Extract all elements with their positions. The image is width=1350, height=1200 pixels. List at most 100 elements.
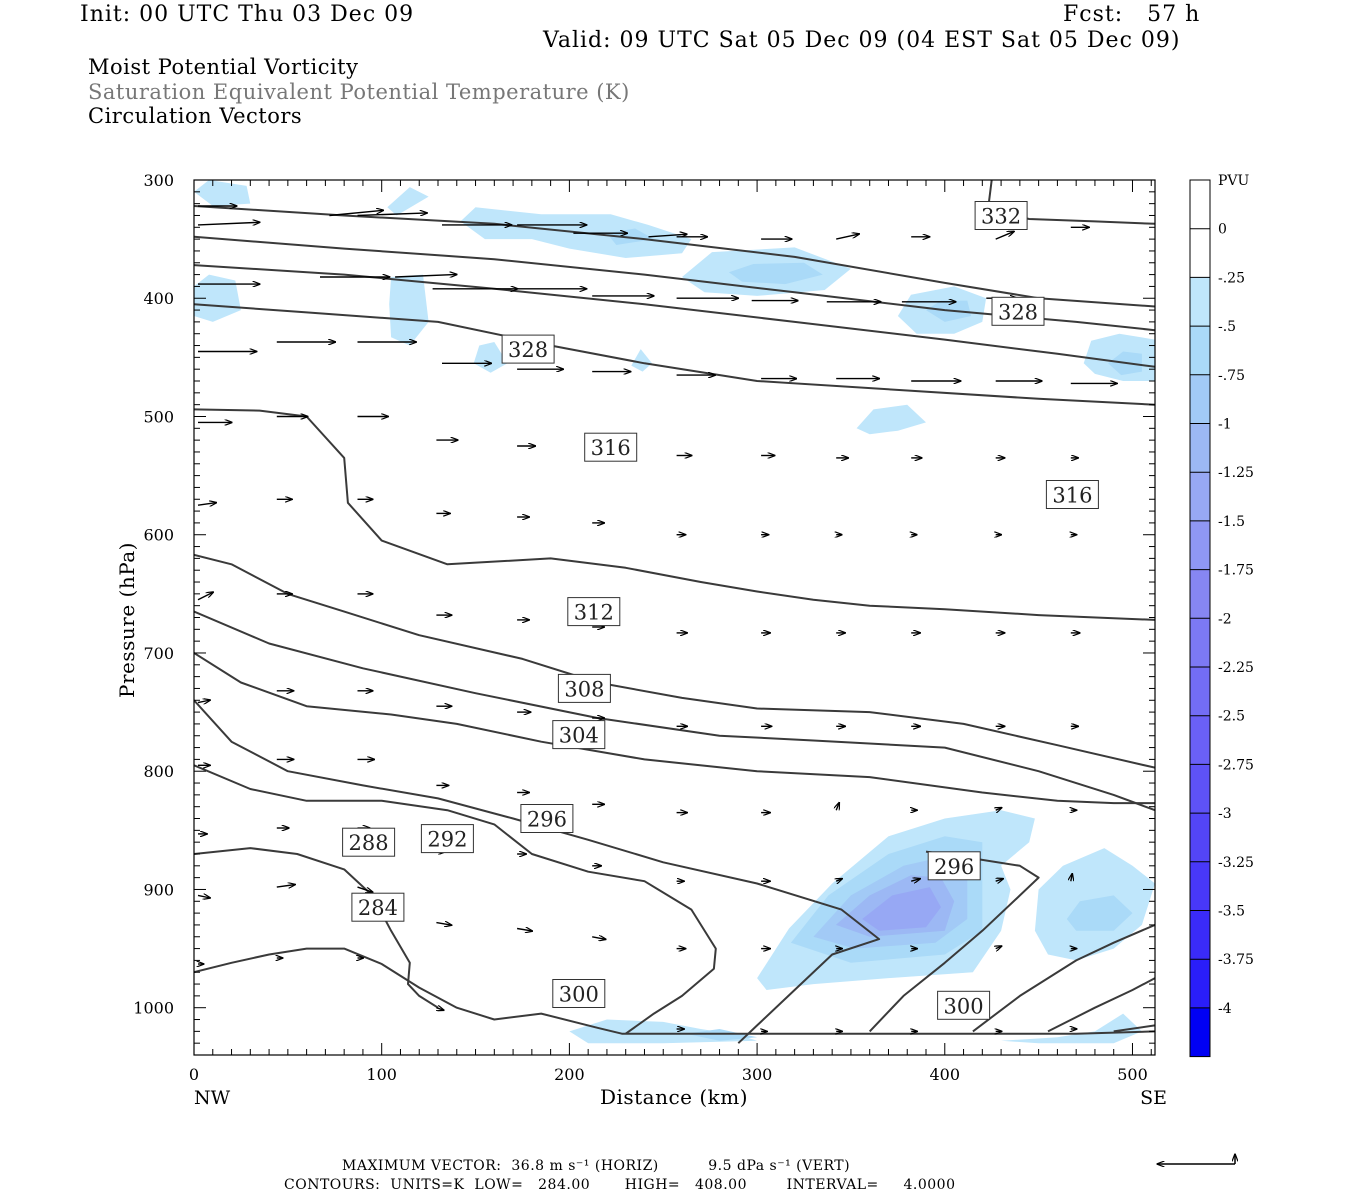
colorbar-swatch (1190, 910, 1210, 960)
contour-label: 312 (574, 601, 614, 625)
colorbar-swatch (1190, 1007, 1210, 1057)
colorbar-swatch (1190, 180, 1210, 229)
colorbar-label: -1.75 (1218, 563, 1254, 579)
x-axis-start-label: NW (194, 1087, 231, 1109)
colorbar-label: -3 (1218, 806, 1232, 822)
y-tick-label: 900 (143, 880, 174, 899)
colorbar-swatch (1190, 277, 1210, 327)
colorbar-swatch (1190, 569, 1210, 619)
circulation-vector (329, 210, 383, 217)
contour-label: 308 (564, 677, 604, 701)
contour-line (1047, 977, 1155, 1033)
pv-region (1066, 895, 1133, 931)
forecast-hour-label: Fcst: 57 h (1063, 2, 1201, 27)
colorbar-swatch (1190, 715, 1210, 765)
colorbar-swatch (1190, 764, 1210, 814)
contour-line (194, 303, 1155, 406)
pv-region (389, 274, 429, 346)
colorbar-label: -3.5 (1218, 904, 1245, 920)
colorbar-swatch (1190, 374, 1210, 424)
contour-label-box (342, 827, 396, 857)
contour-line (194, 610, 1155, 812)
contour-label: 296 (527, 808, 567, 832)
contour-label: 284 (358, 896, 398, 920)
contour-label-box (552, 720, 606, 750)
x-axis-end-label: SE (1140, 1087, 1167, 1109)
colorbar-label: -.5 (1218, 319, 1236, 335)
circulation-vector (648, 234, 688, 237)
contour-label: 328 (508, 338, 548, 362)
field-title-vectors: Circulation Vectors (88, 104, 303, 128)
contour-label: 328 (998, 300, 1038, 324)
contour-line (194, 699, 881, 1044)
pv-region (194, 274, 241, 322)
x-tick-label: 0 (189, 1065, 199, 1084)
contour-label: 296 (934, 855, 974, 879)
colorbar-swatch (1190, 423, 1210, 473)
x-tick-label: 200 (554, 1065, 585, 1084)
contour-line (194, 652, 1155, 805)
y-tick-label: 600 (143, 526, 174, 545)
y-tick-label: 500 (143, 407, 174, 426)
contour-label-box (552, 979, 606, 1008)
contour-label-box (557, 673, 611, 703)
contour-label: 288 (349, 831, 389, 855)
contour-label: 332 (981, 205, 1021, 229)
circulation-vector (836, 879, 842, 882)
colorbar-label: -4 (1218, 1001, 1232, 1017)
circulation-vector (197, 503, 217, 506)
colorbar-label: -3.25 (1218, 855, 1254, 871)
field-title-theta-es: Saturation Equivalent Potential Temperat… (88, 80, 630, 104)
contour-line (868, 850, 1040, 1033)
colorbar-swatch (1190, 472, 1210, 521)
circulation-vector (197, 222, 260, 225)
colorbar-label: -.75 (1218, 368, 1245, 384)
circulation-vector (436, 923, 452, 926)
colorbar-label: -2.75 (1218, 757, 1254, 773)
colorbar-swatch (1190, 618, 1210, 667)
circulation-vector (197, 700, 210, 703)
circulation-vector (516, 929, 533, 932)
y-tick-label: 700 (143, 644, 174, 663)
contour-label: 292 (427, 828, 467, 852)
circulation-vector (996, 946, 1002, 949)
colorbar-title: PVU (1218, 173, 1250, 189)
contour-line (194, 235, 1155, 332)
contour-label-box (520, 804, 574, 833)
contour-label-box (584, 432, 638, 462)
circulation-vectors (198, 206, 1117, 1031)
colorbar-label: -1 (1218, 417, 1232, 433)
circulation-vector (996, 879, 1004, 882)
y-tick-label: 300 (143, 171, 174, 190)
init-time-label: Init: 00 UTC Thu 03 Dec 09 (80, 2, 415, 27)
circulation-vector (197, 592, 214, 601)
colorbar-label: -1.5 (1218, 514, 1245, 530)
x-axis-label: Distance (km) (600, 1085, 748, 1109)
contour-label-box (501, 334, 555, 364)
circulation-vector (436, 1008, 444, 1011)
axes: 0 100 200 300 400 500 300 400 500 600 700 800 900 100… (133, 171, 1155, 1084)
circulation-vector (197, 895, 210, 898)
pv-region (194, 180, 251, 206)
contour-label-box (991, 296, 1045, 326)
y-axis-label: Pressure (hPa) (115, 542, 139, 698)
contour-label-box (974, 201, 1028, 230)
circulation-vector (836, 234, 859, 240)
colorbar-swatch (1190, 813, 1210, 862)
pv-region (856, 404, 926, 435)
circulation-vector (996, 808, 1002, 811)
contour-line (194, 947, 1155, 1035)
circulation-vector (836, 802, 839, 810)
y-tick-label: 800 (143, 762, 174, 781)
colorbar-label: -3.75 (1218, 952, 1254, 968)
circulation-vector (1071, 873, 1073, 882)
valid-time-label: Valid: 09 UTC Sat 05 Dec 09 (04 EST Sat … (543, 28, 1181, 53)
pv-region (1001, 1013, 1142, 1044)
pv-colorbar: 0 -.25 -.5 -.75 -1 -1.25 -1.5 -1.75 -2 -2.25 -2.5 -… (1189, 179, 1254, 1058)
circulation-vector (357, 213, 428, 217)
pv-region (862, 887, 941, 931)
pv-region (473, 342, 508, 373)
contour-label-box (420, 824, 474, 854)
circulation-vector (592, 937, 606, 940)
